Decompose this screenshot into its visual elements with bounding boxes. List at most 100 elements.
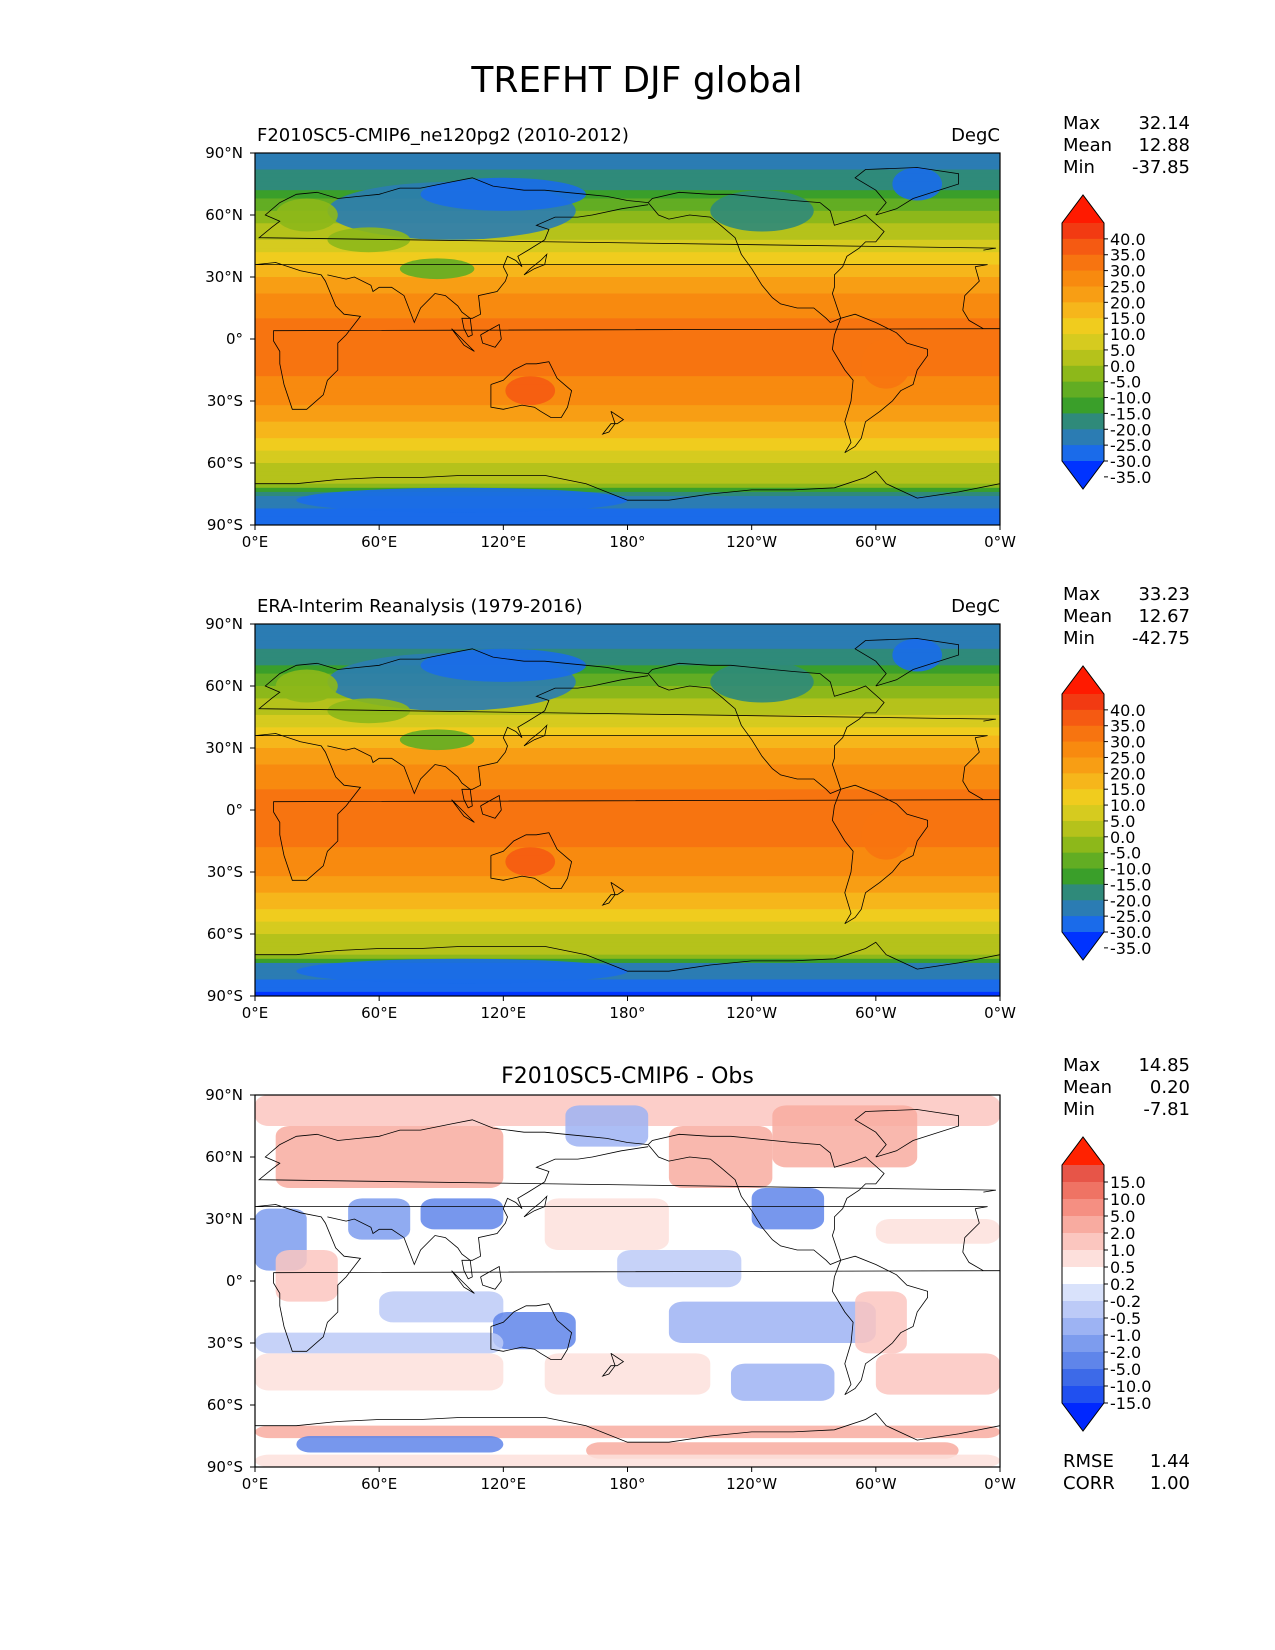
field-band — [255, 384, 1000, 390]
field-band — [255, 215, 1000, 220]
field-band — [255, 991, 1000, 996]
colorbar-segment — [1062, 900, 1104, 917]
stat-value: 1.00 — [1150, 1473, 1190, 1494]
field-band — [255, 169, 1000, 175]
field-band — [255, 727, 1000, 733]
stat-label: Max — [1063, 584, 1101, 605]
colorbar-label: 15.0 — [1110, 780, 1146, 799]
field-band — [255, 491, 1000, 497]
stat-label: Min — [1063, 157, 1095, 178]
field-band — [255, 376, 1000, 381]
field-band — [255, 797, 1000, 803]
field-band — [255, 413, 1000, 419]
coastline — [480, 323, 502, 348]
panel-units: DegC — [951, 596, 1000, 617]
field-band — [255, 388, 1000, 394]
field-band — [255, 706, 1000, 712]
colorbar-label: 25.0 — [1110, 748, 1146, 767]
field-anomaly — [505, 847, 556, 877]
stat-label: Mean — [1063, 135, 1112, 156]
field-band — [255, 888, 1000, 894]
colorbar-segment — [1062, 349, 1104, 367]
field-patch — [379, 1291, 504, 1323]
field-band — [255, 438, 1000, 443]
stat-value: 0.20 — [1150, 1077, 1190, 1098]
field-band — [255, 355, 1000, 361]
colorbar-extend-max — [1062, 1137, 1104, 1165]
field-band — [255, 681, 1000, 687]
y-tick-label: 90°S — [207, 987, 243, 1005]
field-band — [255, 186, 1000, 191]
panel-title-left: ERA-Interim Reanalysis (1979-2016) — [257, 596, 583, 617]
field-patch — [772, 1105, 918, 1168]
y-tick-label: 30°S — [207, 392, 243, 410]
colorbar-segment — [1062, 725, 1104, 743]
field-band — [255, 776, 1000, 782]
colorbar-segment — [1062, 381, 1104, 399]
field-anomaly — [275, 669, 338, 703]
field-band — [255, 322, 1000, 328]
colorbar-label: 5.0 — [1110, 812, 1135, 831]
field-band — [255, 913, 1000, 919]
field-band — [255, 710, 1000, 716]
stat-label: Max — [1063, 1055, 1101, 1076]
field-band — [255, 789, 1000, 795]
field-band — [255, 401, 1000, 406]
field-band — [255, 231, 1000, 237]
colorbar-label: 30.0 — [1110, 733, 1146, 752]
field-band — [255, 892, 1000, 898]
field-band — [255, 648, 1000, 654]
field-band — [255, 954, 1000, 960]
field-band — [255, 516, 1000, 522]
field-anomaly — [710, 190, 814, 232]
colorbar-segment — [1062, 1386, 1104, 1404]
colorbar-label: -25.0 — [1110, 436, 1151, 455]
field-band — [255, 921, 1000, 927]
field-band — [255, 243, 1000, 249]
field-band — [255, 830, 1000, 836]
coastline — [255, 1412, 1000, 1443]
field-patch — [875, 1353, 1000, 1395]
coastline — [255, 941, 1000, 972]
map-panel-3: F2010SC5-CMIP6 - Obs 0°E 60°E 120°E 180° 120°… — [205, 1055, 1190, 1494]
colorbar-segment — [1062, 1318, 1104, 1336]
colorbar-label: -35.0 — [1110, 939, 1151, 958]
field-band — [255, 318, 1000, 324]
colorbar-label: -20.0 — [1110, 420, 1151, 439]
colorbar-segment — [1062, 1233, 1104, 1251]
field-band — [255, 876, 1000, 881]
field-band — [255, 793, 1000, 799]
stat-value: 1.44 — [1150, 1451, 1190, 1472]
colorbar-segment — [1062, 884, 1104, 901]
field-band — [255, 281, 1000, 286]
colorbar-segment — [1062, 429, 1104, 446]
coastline — [854, 1109, 959, 1158]
field-patch — [255, 1405, 1000, 1422]
colorbar-segment — [1062, 238, 1104, 256]
field-band — [255, 677, 1000, 683]
coastline — [255, 262, 1000, 410]
colorbar-label: 5.0 — [1110, 1207, 1135, 1226]
field-patch — [617, 1250, 742, 1288]
colorbar-label: -20.0 — [1110, 891, 1151, 910]
field-band — [255, 987, 1000, 993]
map-field — [255, 153, 1000, 525]
field-band — [255, 917, 1000, 923]
field-band — [255, 690, 1000, 695]
colorbar-label: -15.0 — [1110, 404, 1151, 423]
colorbar-segment — [1062, 757, 1104, 774]
stat-value: 12.67 — [1138, 606, 1190, 627]
colorbar-label: 20.0 — [1110, 293, 1146, 312]
field-band — [255, 520, 1000, 525]
field-band — [255, 508, 1000, 514]
field-band — [255, 909, 1000, 914]
field-band — [255, 665, 1000, 671]
panel-title-left: F2010SC5-CMIP6_ne120pg2 (2010-2012) — [257, 125, 629, 146]
field-band — [255, 417, 1000, 423]
x-tick-label: 60°E — [361, 1004, 397, 1022]
x-tick-label: 180° — [609, 533, 645, 551]
field-band — [255, 719, 1000, 724]
colorbar-label: -2.0 — [1110, 1343, 1141, 1362]
colorbar-segment — [1062, 694, 1104, 711]
colorbar-label: -0.2 — [1110, 1292, 1141, 1311]
